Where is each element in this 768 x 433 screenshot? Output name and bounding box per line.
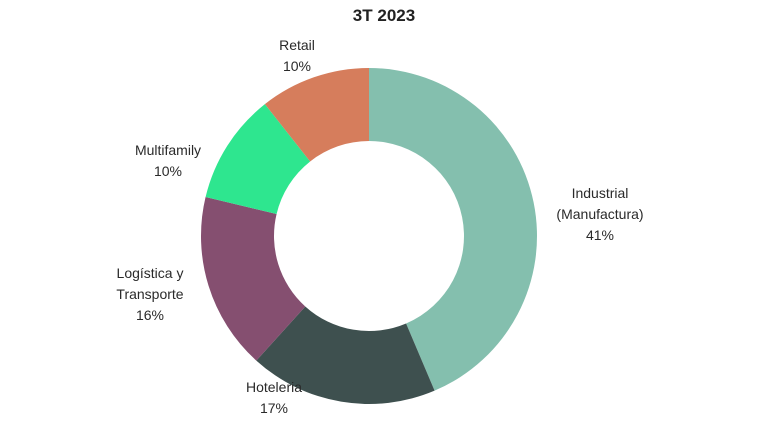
donut-slice-4 xyxy=(264,68,369,162)
slice-label-4: Retail 10% xyxy=(279,37,315,74)
slice-label-0: Industrial (Manufactura) 41% xyxy=(556,185,643,243)
slice-value-label: 10% xyxy=(154,163,182,179)
slice-label-line: Hoteleria xyxy=(246,379,302,395)
slice-label-line: Multifamily xyxy=(135,142,201,158)
slice-value-label: 41% xyxy=(586,227,614,243)
slice-label-2: Logística y Transporte 16% xyxy=(116,265,183,323)
donut-slice-3 xyxy=(205,104,311,214)
slice-label-line: Transporte xyxy=(116,286,183,302)
slice-label-line: Retail xyxy=(279,37,315,53)
donut-slice-0 xyxy=(369,68,537,391)
slice-label-1: Hoteleria 17% xyxy=(246,379,302,416)
slice-label-3: Multifamily 10% xyxy=(135,142,201,179)
slice-label-line: Logística y xyxy=(117,265,184,281)
slice-value-label: 17% xyxy=(260,400,288,416)
slice-value-label: 16% xyxy=(136,307,164,323)
slice-label-line: Industrial xyxy=(572,185,629,201)
donut-slice-2 xyxy=(200,197,306,361)
slice-label-line: (Manufactura) xyxy=(556,206,643,222)
slice-value-label: 10% xyxy=(283,58,311,74)
chart-title: 3T 2023 xyxy=(352,6,416,25)
donut-slice-1 xyxy=(256,306,435,404)
